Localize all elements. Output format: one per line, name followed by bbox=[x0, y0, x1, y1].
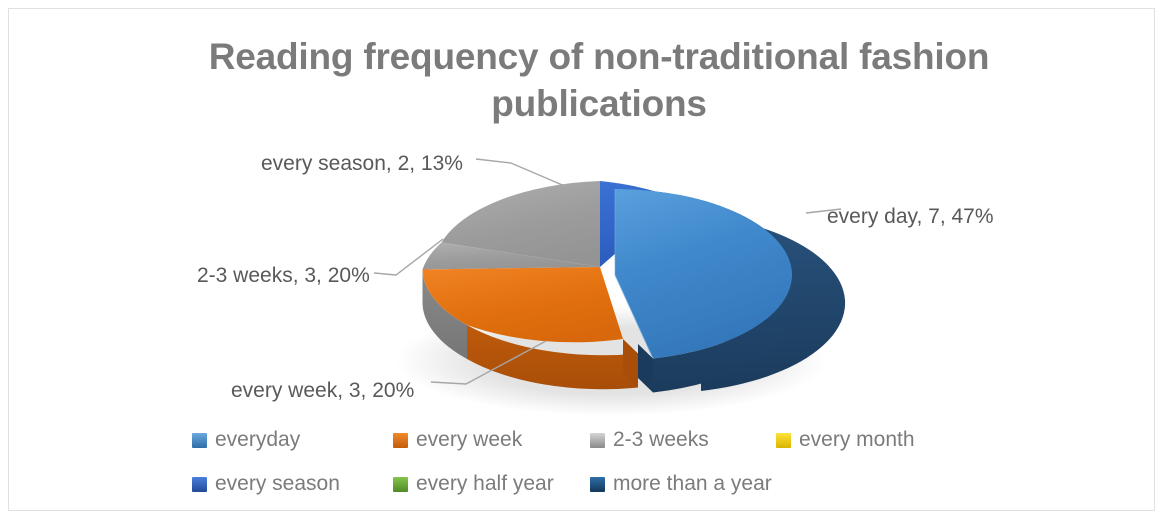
legend-label: every season bbox=[215, 472, 340, 495]
legend-swatch-icon bbox=[393, 432, 408, 448]
data-label-every-week: every week, 3, 20% bbox=[231, 379, 415, 402]
legend-swatch-icon bbox=[590, 432, 605, 448]
data-label-2-3-weeks: 2-3 weeks, 3, 20% bbox=[197, 264, 370, 287]
legend-row-2: every season every half year more than a… bbox=[192, 462, 992, 506]
legend-swatch-icon bbox=[192, 476, 207, 492]
legend-item-more-than-a-year[interactable]: more than a year bbox=[590, 472, 776, 496]
legend-item-every-week[interactable]: every week bbox=[393, 428, 590, 452]
leader-lines bbox=[373, 158, 842, 385]
legend-label: everyday bbox=[215, 428, 301, 451]
legend-swatch-icon bbox=[590, 476, 605, 492]
legend-label: 2-3 weeks bbox=[613, 428, 709, 451]
pie-slice-every-week[interactable] bbox=[422, 267, 624, 343]
legend-row-1: everyday every week 2-3 weeks every mont… bbox=[192, 418, 992, 462]
legend-label: every half year bbox=[416, 472, 554, 495]
legend-item-2-3-weeks[interactable]: 2-3 weeks bbox=[590, 428, 776, 452]
legend-swatch-icon bbox=[192, 432, 207, 448]
legend-label: every week bbox=[416, 428, 523, 451]
legend-swatch-icon bbox=[776, 432, 791, 448]
legend-swatch-icon bbox=[393, 476, 408, 492]
data-label-every-season: every season, 2, 13% bbox=[261, 152, 463, 175]
chart-legend: everyday every week 2-3 weeks every mont… bbox=[192, 418, 992, 506]
pie-slice-everyday[interactable] bbox=[614, 181, 846, 393]
chart-frame: Reading frequency of non-traditional fas… bbox=[8, 8, 1155, 511]
legend-item-every-season[interactable]: every season bbox=[192, 472, 393, 496]
data-label-every-day: every day, 7, 47% bbox=[827, 205, 994, 228]
legend-item-every-month[interactable]: every month bbox=[776, 428, 915, 452]
legend-label: every month bbox=[799, 428, 915, 451]
chart-title: Reading frequency of non-traditional fas… bbox=[208, 36, 990, 125]
legend-label: more than a year bbox=[613, 472, 772, 495]
legend-item-every-half-year[interactable]: every half year bbox=[393, 472, 590, 496]
legend-item-everyday[interactable]: everyday bbox=[192, 428, 393, 452]
pie-depth-sides bbox=[422, 269, 638, 390]
pie-slice-2-3-weeks[interactable] bbox=[422, 181, 601, 270]
